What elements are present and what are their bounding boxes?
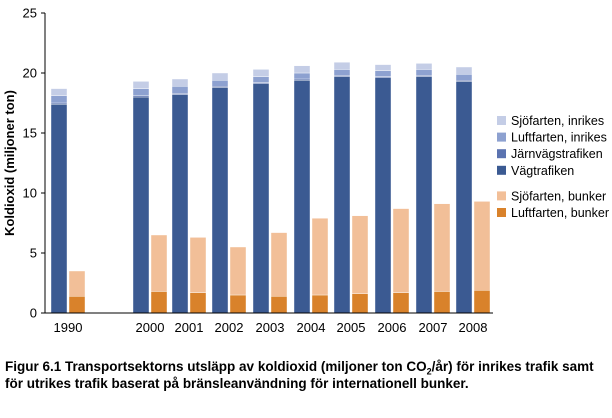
bar-segment (392, 292, 410, 314)
bar-segment (50, 95, 68, 104)
y-tick-label: 0 (30, 306, 37, 321)
bar-segment (171, 94, 189, 314)
x-tick-label: 2007 (419, 320, 448, 335)
y-tick-label: 20 (23, 66, 37, 81)
legend: Sjöfarten, inrikes Luftfarten, inrikes Jär… (497, 114, 609, 220)
legend-label: Sjöfarten, inrikes (511, 114, 604, 128)
x-tick-label: 2000 (136, 320, 165, 335)
legend-swatch (497, 191, 506, 201)
x-tick-label: 2004 (297, 320, 326, 335)
bar-segment (50, 88, 68, 96)
bar-segment (150, 291, 168, 314)
bar-segment (132, 96, 150, 314)
x-tick-label: 2002 (215, 320, 244, 335)
bar-segment (455, 66, 473, 75)
bar-segment (473, 201, 491, 291)
bar-segment (68, 296, 86, 314)
bar-segment (374, 70, 392, 77)
legend-swatch (497, 208, 506, 217)
bar-segment (150, 234, 168, 292)
bar-segment (374, 64, 392, 71)
y-axis-label: Koldioxid (miljoner ton) (2, 90, 17, 236)
bar-segment (293, 79, 311, 314)
bar-segment (189, 292, 207, 314)
bar-segment (252, 76, 270, 83)
y-tick-label: 5 (30, 246, 37, 261)
bar-segment (189, 237, 207, 293)
bar-segment (171, 85, 189, 94)
x-tick-label: 2008 (459, 320, 488, 335)
bar-segment (351, 293, 369, 314)
bar-segment (333, 62, 351, 70)
bar-segment (392, 208, 410, 293)
legend-label: Sjöfarten, bunker (511, 189, 606, 203)
bar-segment (415, 69, 433, 76)
bar-segment (311, 217, 329, 296)
bar-segment (374, 77, 392, 314)
bar-segment (433, 203, 451, 292)
bar-segment (293, 65, 311, 74)
x-tick-label: 2005 (337, 320, 366, 335)
legend-label: Vägtrafiken (511, 164, 574, 178)
bar-segment (229, 294, 247, 314)
bar-segment (311, 294, 329, 314)
bar-segment (270, 296, 288, 314)
bar-segment (270, 232, 288, 297)
x-tick-label: 2001 (175, 320, 204, 335)
y-tick-label: 15 (23, 126, 37, 141)
bar-segment (211, 72, 229, 81)
x-tick-label: 1990 (54, 320, 83, 335)
legend-swatch (497, 116, 506, 125)
bar-segment (333, 76, 351, 314)
bar-segment (415, 63, 433, 70)
caption-text-1: Figur 6.1 Transportsektorns utsläpp av k… (5, 359, 427, 374)
plot-area (50, 62, 491, 314)
y-tick-label: 10 (23, 186, 37, 201)
y-axis: 0 5 10 15 20 25 (23, 6, 46, 321)
chart: 0 5 10 15 20 25 1990 2000 2001 2002 2003 2004 2005 2… (2, 6, 609, 336)
x-tick-label: 2006 (378, 320, 407, 335)
bar-segment (211, 79, 229, 87)
bar-segment (433, 291, 451, 314)
caption-text-2: /år) för inrikes trafik samt för utrikes… (5, 359, 594, 391)
bar-segment (211, 87, 229, 314)
x-axis: 1990 2000 2001 2002 2003 2004 2005 2006 2007 2008 (45, 312, 493, 335)
bar-segment (455, 81, 473, 314)
bar-segment (333, 69, 351, 76)
bar-segment (171, 78, 189, 87)
bar-segment (415, 76, 433, 314)
y-tick-label: 25 (23, 6, 37, 21)
bar-segment (132, 81, 150, 89)
legend-label: Luftfarten, inrikes (511, 131, 607, 145)
legend-swatch (497, 149, 506, 159)
x-tick-label: 2003 (256, 320, 285, 335)
legend-swatch (497, 132, 506, 142)
caption-subscript: 2 (426, 366, 432, 377)
bar-segment (68, 270, 86, 297)
figure-caption: Figur 6.1 Transportsektorns utsläpp av k… (5, 358, 605, 392)
legend-swatch (497, 165, 506, 175)
bar-segment (50, 103, 68, 314)
legend-label: Järnvägstrafiken (511, 147, 603, 161)
bar-segment (132, 88, 150, 96)
bar-segment (229, 246, 247, 296)
bar-segment (351, 215, 369, 295)
bar-segment (293, 72, 311, 80)
bar-segment (473, 290, 491, 314)
bar-segment (455, 73, 473, 81)
bar-segment (252, 83, 270, 314)
legend-label: Luftfarten, bunker (511, 206, 609, 220)
bar-segment (252, 69, 270, 77)
